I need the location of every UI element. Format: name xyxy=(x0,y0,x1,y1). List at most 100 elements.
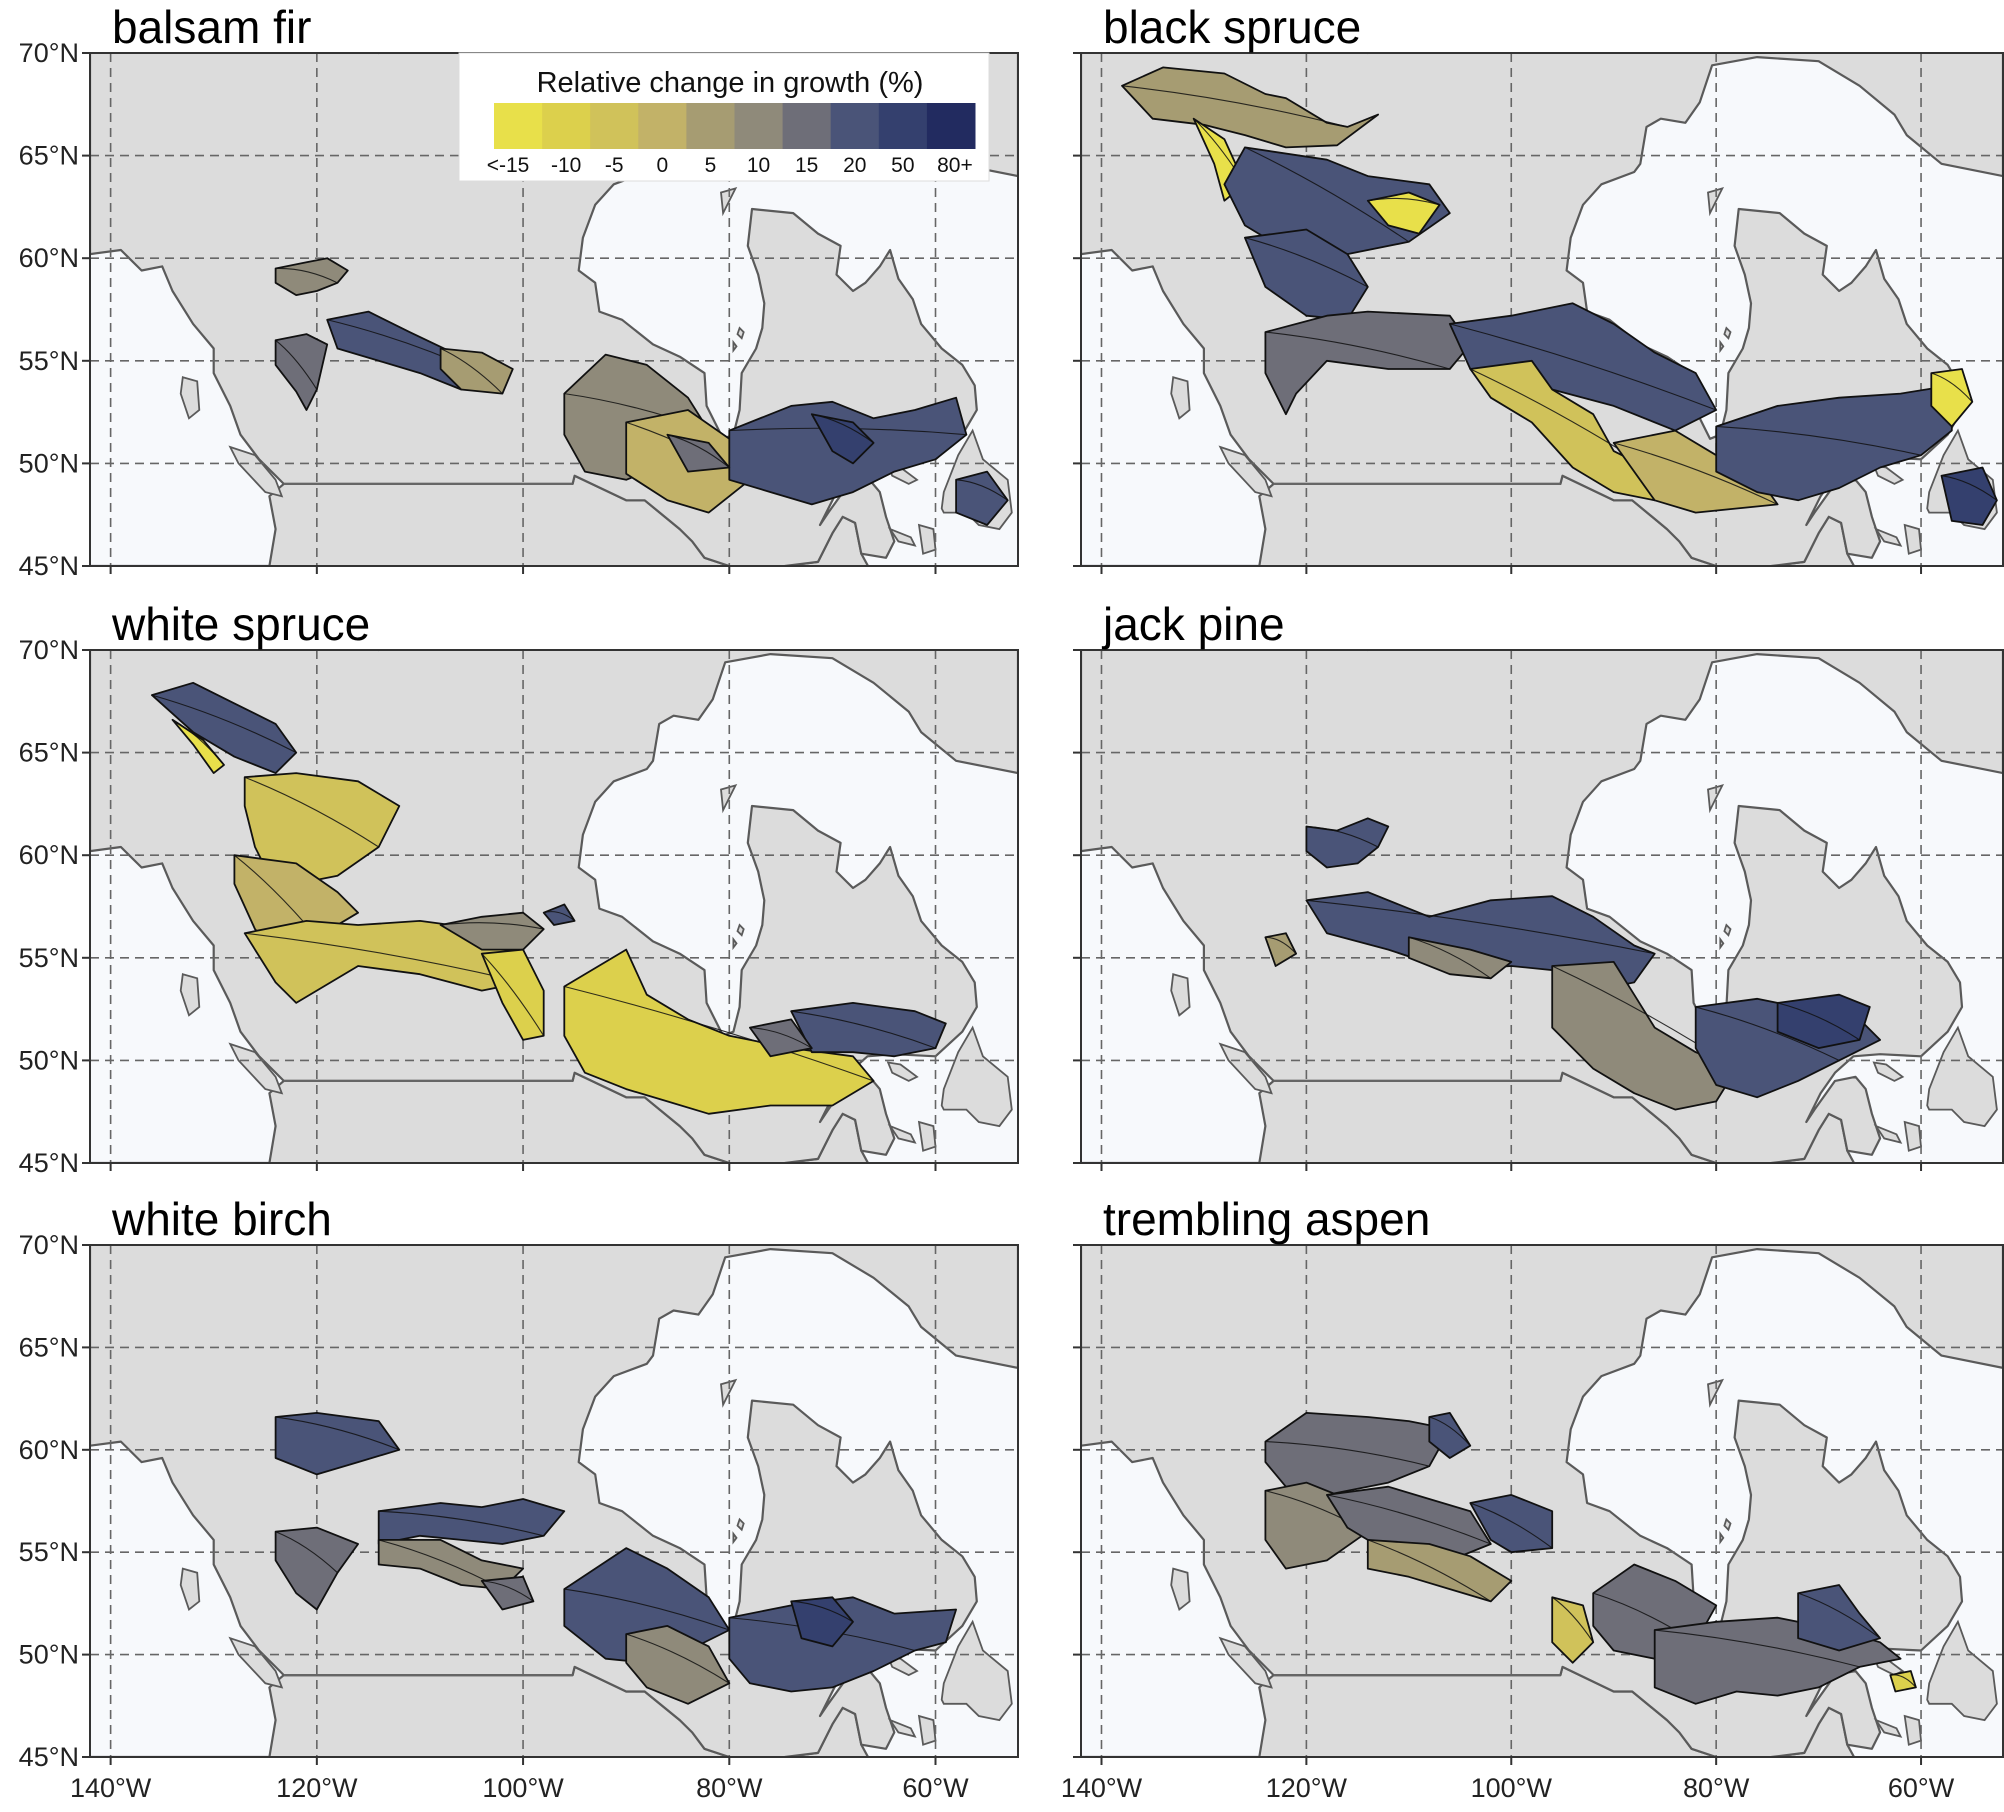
gridlines xyxy=(90,650,1018,1163)
map-panel-trembling-aspen: 140°W 120°W 100°W 80°W 60°W trembling aspen xyxy=(1061,1193,2004,1803)
legend-tick-label: 15 xyxy=(795,154,818,177)
lat-tick-label: 60°N xyxy=(19,243,79,273)
island xyxy=(1872,1061,1905,1082)
island xyxy=(1707,1378,1725,1408)
growth-region xyxy=(274,1412,401,1476)
growth-region xyxy=(1776,993,1871,1049)
island xyxy=(736,1517,745,1532)
lon-tick-label: 140°W xyxy=(1061,1773,1143,1803)
region-subdivision xyxy=(543,911,575,922)
island xyxy=(1719,1531,1725,1545)
region-subdivision xyxy=(275,1416,400,1451)
lon-tick-label: 100°W xyxy=(1471,1773,1553,1803)
growth-region xyxy=(1121,66,1379,149)
region-subdivision xyxy=(564,1588,730,1631)
lat-tick-label: 70°N xyxy=(19,1230,79,1260)
lat-tick-label: 70°N xyxy=(19,38,79,68)
legend-tick-label: 80+ xyxy=(937,154,973,177)
legend-swatch xyxy=(782,103,832,149)
arctic-coastline xyxy=(1634,33,1716,45)
legend-swatch xyxy=(878,103,928,149)
region-subdivision xyxy=(244,776,380,848)
growth-region xyxy=(274,1526,359,1611)
lat-tick-label: 65°N xyxy=(19,141,79,171)
legend-tick-label: 5 xyxy=(705,154,717,177)
region-subdivision xyxy=(791,1010,936,1049)
growth-region xyxy=(955,470,1009,526)
island xyxy=(1926,1025,1998,1128)
arctic-coastline xyxy=(771,630,874,646)
growth-region xyxy=(243,772,401,889)
island xyxy=(1707,783,1725,814)
region-subdivision xyxy=(1797,1592,1881,1639)
island xyxy=(1723,326,1732,340)
map-panel-white-spruce: 70°N 65°N 60°N 55°N 50°N 45°N white spruce xyxy=(19,598,1019,1178)
region-subdivision xyxy=(481,953,545,1037)
island xyxy=(887,1718,917,1738)
region-subdivision xyxy=(811,413,874,444)
lon-tick-label: 80°W xyxy=(1683,1773,1750,1803)
island xyxy=(1170,376,1191,420)
lon-tick-label: 80°W xyxy=(696,1773,763,1803)
map-panel-jack-pine: jack pine xyxy=(1073,598,2004,1171)
growth-regions xyxy=(1264,817,1881,1111)
region-subdivision xyxy=(1244,237,1369,288)
island xyxy=(1873,1718,1903,1738)
lat-tick-label: 50°N xyxy=(19,1640,79,1670)
region-subdivision xyxy=(275,339,318,390)
legend-tick-label: -10 xyxy=(551,154,581,177)
region-subdivision xyxy=(1551,1596,1594,1643)
panel-title: white spruce xyxy=(111,598,370,650)
island xyxy=(1218,1636,1273,1689)
lon-tick-label: 140°W xyxy=(70,1773,152,1803)
growth-regions xyxy=(1121,66,1998,526)
region-subdivision xyxy=(1367,197,1440,206)
arctic-coastline xyxy=(771,33,874,49)
growth-region xyxy=(1366,191,1441,235)
growth-region xyxy=(1264,310,1472,416)
island xyxy=(1170,1567,1191,1612)
panel-title: trembling aspen xyxy=(1103,1193,1430,1245)
growth-region xyxy=(1305,817,1390,869)
region-subdivision xyxy=(275,1531,338,1574)
lon-tick-label: 60°W xyxy=(902,1773,969,1803)
arctic-coastline xyxy=(482,1225,565,1241)
lon-tick-label: 100°W xyxy=(482,1773,564,1803)
region-subdivision xyxy=(172,719,225,766)
region-subdivision xyxy=(275,267,338,284)
island xyxy=(720,783,738,814)
lat-tick-label: 55°N xyxy=(19,346,79,376)
arctic-coastline xyxy=(482,33,565,49)
region-subdivision xyxy=(1265,936,1297,955)
region-subdivision xyxy=(1654,1629,1860,1668)
region-subdivision xyxy=(1613,442,1778,505)
growth-region xyxy=(1366,1539,1513,1603)
island xyxy=(940,1025,1013,1128)
region-subdivision xyxy=(1890,1674,1917,1688)
arctic-coastline xyxy=(647,630,730,642)
island xyxy=(886,1061,919,1082)
lat-tick-label: 60°N xyxy=(19,840,79,870)
region-subdivision xyxy=(1244,146,1410,243)
legend-swatch xyxy=(542,103,591,149)
island xyxy=(1707,186,1725,217)
arctic-coastline xyxy=(482,630,565,646)
region-subdivision xyxy=(1777,1002,1860,1041)
island xyxy=(1170,973,1191,1017)
growth-region xyxy=(790,1596,854,1648)
legend-swatch xyxy=(686,103,735,149)
lon-tick-label: 60°W xyxy=(1888,1773,1955,1803)
lat-tick-label: 70°N xyxy=(19,635,79,665)
growth-region xyxy=(439,911,545,951)
lat-tick-label: 50°N xyxy=(19,1045,79,1075)
region-subdivision xyxy=(1306,899,1655,955)
island xyxy=(1723,923,1732,937)
island xyxy=(1218,445,1273,498)
legend-swatch xyxy=(734,103,784,149)
arctic-coastline xyxy=(1757,630,1860,646)
growth-region xyxy=(274,333,329,411)
island xyxy=(732,936,738,951)
legend-swatch xyxy=(830,103,880,149)
growth-region xyxy=(480,1575,535,1611)
